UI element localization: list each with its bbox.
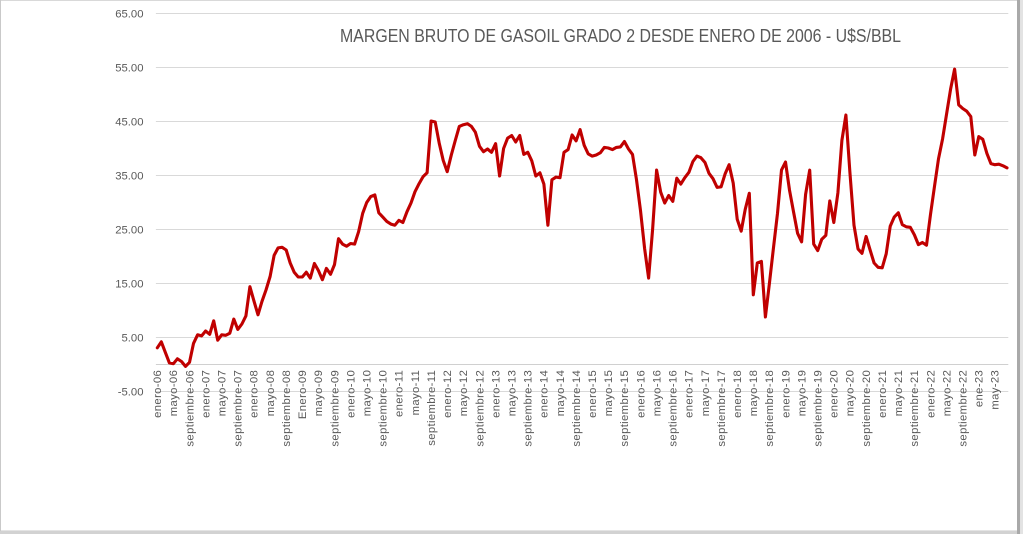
svg-text:septiembre-21: septiembre-21 xyxy=(909,370,921,447)
svg-text:enero-18: enero-18 xyxy=(732,370,744,418)
svg-text:mayo-15: mayo-15 xyxy=(603,370,615,416)
svg-text:enero-07: enero-07 xyxy=(200,370,212,418)
svg-text:45.00: 45.00 xyxy=(115,116,143,128)
svg-text:enero-16: enero-16 xyxy=(635,370,647,418)
svg-text:-5.00: -5.00 xyxy=(118,386,144,398)
svg-text:enero-11: enero-11 xyxy=(394,370,406,417)
svg-text:65.00: 65.00 xyxy=(115,8,143,20)
svg-text:may-23: may-23 xyxy=(990,370,1002,410)
svg-text:enero-06: enero-06 xyxy=(152,370,164,418)
svg-text:septiembre-06: septiembre-06 xyxy=(184,370,196,447)
svg-text:35.00: 35.00 xyxy=(115,170,143,182)
svg-text:mayo-09: mayo-09 xyxy=(313,370,325,416)
svg-text:mayo-22: mayo-22 xyxy=(941,370,953,416)
svg-text:septiembre-12: septiembre-12 xyxy=(474,370,486,447)
svg-text:enero-21: enero-21 xyxy=(877,370,889,418)
svg-text:Enero-09: Enero-09 xyxy=(297,370,309,419)
svg-text:septiembre-11: septiembre-11 xyxy=(426,370,438,446)
svg-text:15.00: 15.00 xyxy=(115,278,143,290)
svg-text:septiembre-07: septiembre-07 xyxy=(233,370,245,447)
svg-text:5.00: 5.00 xyxy=(122,332,144,344)
svg-text:mayo-14: mayo-14 xyxy=(555,370,567,416)
svg-text:mayo-18: mayo-18 xyxy=(748,370,760,416)
svg-text:enero-17: enero-17 xyxy=(684,370,696,418)
svg-text:55.00: 55.00 xyxy=(115,62,143,74)
svg-text:mayo-21: mayo-21 xyxy=(893,370,905,416)
svg-text:mayo-06: mayo-06 xyxy=(168,370,180,416)
svg-text:septiembre-20: septiembre-20 xyxy=(861,370,873,447)
svg-text:enero-08: enero-08 xyxy=(249,370,261,418)
svg-text:mayo-13: mayo-13 xyxy=(507,370,519,416)
svg-text:MARGEN BRUTO DE GASOIL GRADO 2: MARGEN BRUTO DE GASOIL GRADO 2 DESDE ENE… xyxy=(340,25,901,46)
svg-text:ene-23: ene-23 xyxy=(974,370,986,407)
svg-text:septiembre-13: septiembre-13 xyxy=(523,370,535,447)
svg-text:enero-20: enero-20 xyxy=(829,370,841,418)
svg-text:enero-14: enero-14 xyxy=(539,370,551,418)
svg-text:enero-15: enero-15 xyxy=(587,370,599,418)
svg-text:mayo-17: mayo-17 xyxy=(700,370,712,416)
svg-text:25.00: 25.00 xyxy=(115,224,143,236)
svg-text:mayo-19: mayo-19 xyxy=(796,370,808,416)
svg-text:mayo-07: mayo-07 xyxy=(217,370,229,416)
svg-text:mayo-20: mayo-20 xyxy=(845,370,857,416)
svg-text:enero-19: enero-19 xyxy=(780,370,792,418)
svg-text:mayo-12: mayo-12 xyxy=(458,370,470,416)
svg-text:septiembre-15: septiembre-15 xyxy=(619,370,631,447)
svg-text:septiembre-10: septiembre-10 xyxy=(378,370,390,447)
svg-text:septiembre-18: septiembre-18 xyxy=(764,370,776,447)
svg-text:mayo-16: mayo-16 xyxy=(651,370,663,416)
svg-text:septiembre-14: septiembre-14 xyxy=(571,370,583,447)
svg-text:septiembre-16: septiembre-16 xyxy=(668,370,680,447)
svg-text:septiembre-19: septiembre-19 xyxy=(813,370,825,447)
svg-text:septiembre-08: septiembre-08 xyxy=(281,370,293,447)
svg-text:mayo-11: mayo-11 xyxy=(410,370,422,416)
svg-text:septiembre-22: septiembre-22 xyxy=(958,370,970,447)
svg-text:mayo-10: mayo-10 xyxy=(362,370,374,416)
svg-text:enero-22: enero-22 xyxy=(925,370,937,418)
svg-text:enero-13: enero-13 xyxy=(490,370,502,418)
svg-text:enero-10: enero-10 xyxy=(345,370,357,418)
svg-text:enero-12: enero-12 xyxy=(442,370,454,418)
svg-text:mayo-08: mayo-08 xyxy=(265,370,277,416)
svg-text:septiembre-09: septiembre-09 xyxy=(329,370,341,447)
svg-text:septiembre-17: septiembre-17 xyxy=(716,370,728,447)
